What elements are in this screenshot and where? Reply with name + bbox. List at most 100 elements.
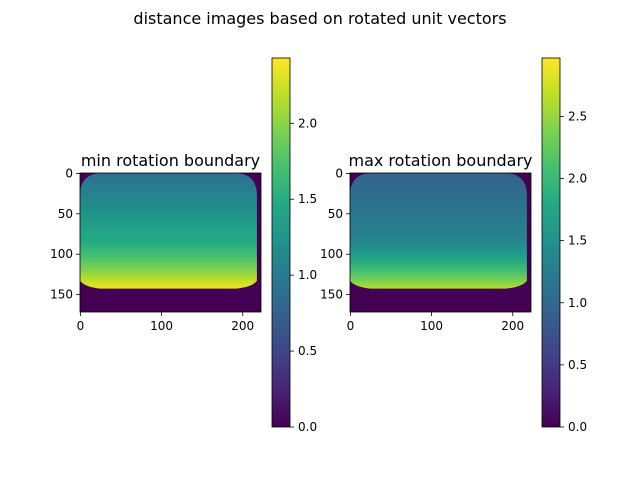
heatmap-row-0-31 (80, 247, 257, 251)
heatmap-row-1-8 (350, 192, 527, 196)
colorbar-0 (271, 57, 291, 428)
heatmap-row-0-21 (80, 223, 257, 227)
heatmap-row-1-38 (350, 264, 527, 268)
heatmap-row-1-42 (350, 274, 527, 278)
heatmap-row-1-34 (350, 254, 527, 258)
heatmap-row-1-32 (350, 250, 527, 254)
heatmap-row-0-39 (80, 266, 257, 270)
heatmap-row-0-8 (80, 192, 257, 196)
heatmap-row-0-30 (80, 245, 257, 249)
axes-frame-0 (79, 172, 262, 313)
colorbar-tick-label-0-0: 0.0 (298, 420, 317, 434)
panel-1: max rotation boundary 0 100 200 0 50 100 150 0.0… (320, 57, 587, 434)
heatmap-row-0-22 (80, 225, 257, 229)
heatmap-row-0-41 (80, 271, 257, 275)
heatmap-row-1-37 (350, 262, 527, 266)
colorbar-tick-label-0-1: 0.5 (298, 344, 317, 358)
colorbar-tick-label-1-1: 0.5 (568, 358, 587, 372)
heatmap-row-0-7 (80, 189, 257, 193)
heatmap-row-0-34 (80, 254, 257, 258)
heatmap-row-1-25 (350, 233, 527, 237)
heatmap-row-0-32 (80, 250, 257, 254)
heatmap-row-1-20 (350, 221, 527, 225)
heatmap-row-1-33 (350, 252, 527, 256)
panel-title-0: min rotation boundary (81, 151, 260, 170)
heatmap-row-1-17 (350, 213, 527, 217)
heatmap-row-1-26 (350, 235, 527, 239)
heatmap-row-1-2 (350, 177, 527, 181)
heatmap-row-0-9 (80, 194, 257, 198)
heatmap-row-0-33 (80, 252, 257, 256)
colorbar-tick-label-0-4: 2.0 (298, 116, 317, 130)
heatmap-row-1-36 (350, 259, 527, 263)
heatmap-row-1-7 (350, 189, 527, 193)
heatmap-row-1-27 (350, 238, 527, 242)
heatmap-row-1-47 (350, 286, 527, 289)
panels: min rotation boundary 0 100 200 0 50 100 150 0.0… (50, 57, 587, 434)
heatmap-row-1-11 (350, 199, 527, 203)
heatmap-row-1-3 (350, 180, 527, 184)
heatmap-image-0 (80, 173, 257, 289)
heatmap-row-1-4 (350, 182, 527, 186)
colorbar-tick-label-0-2: 1.0 (298, 268, 317, 282)
heatmap-row-0-12 (80, 201, 257, 205)
heatmap-row-0-40 (80, 269, 257, 273)
heatmap-row-0-24 (80, 230, 257, 234)
heatmap-row-1-13 (350, 204, 527, 208)
heatmap-row-0-36 (80, 259, 257, 263)
heatmap-row-0-43 (80, 276, 257, 280)
ytick-label-1-0: 0 (335, 166, 343, 180)
heatmap-row-1-39 (350, 266, 527, 270)
heatmap-row-0-6 (80, 187, 257, 191)
heatmap-row-1-41 (350, 271, 527, 275)
heatmap-row-0-27 (80, 238, 257, 242)
heatmap-row-1-24 (350, 230, 527, 234)
heatmap-row-1-15 (350, 209, 527, 213)
heatmap-row-0-44 (80, 278, 257, 282)
heatmap-row-0-18 (80, 216, 257, 220)
heatmap-row-0-25 (80, 233, 257, 237)
heatmap-row-1-19 (350, 218, 527, 222)
heatmap-row-0-42 (80, 274, 257, 278)
heatmap-row-0-20 (80, 221, 257, 225)
figure-suptitle: distance images based on rotated unit ve… (133, 9, 506, 28)
heatmap-row-1-21 (350, 223, 527, 227)
ytick-label-1-3: 150 (320, 288, 343, 302)
heatmap-row-0-29 (80, 242, 257, 246)
heatmap-row-1-31 (350, 247, 527, 251)
heatmap-image-1 (350, 173, 527, 289)
heatmap-row-1-45 (350, 281, 527, 285)
heatmap-row-1-40 (350, 269, 527, 273)
panel-0: min rotation boundary 0 100 200 0 50 100 150 0.0… (50, 57, 317, 434)
heatmap-row-0-35 (80, 257, 257, 261)
heatmap-row-0-10 (80, 197, 257, 201)
colorbar-1 (541, 57, 561, 428)
ytick-label-1-2: 100 (320, 247, 343, 261)
heatmap-row-1-30 (350, 245, 527, 249)
heatmap-row-0-47 (80, 286, 257, 289)
heatmap-row-0-38 (80, 264, 257, 268)
heatmap-row-1-0 (350, 173, 527, 177)
heatmap-row-1-1 (350, 175, 527, 179)
heatmap-row-1-23 (350, 228, 527, 232)
heatmap-row-0-19 (80, 218, 257, 222)
heatmap-row-1-35 (350, 257, 527, 261)
colorbar-tick-label-1-5: 2.5 (568, 109, 587, 123)
heatmap-row-0-11 (80, 199, 257, 203)
heatmap-row-0-4 (80, 182, 257, 186)
heatmap-row-1-12 (350, 201, 527, 205)
colorbar-tick-label-1-4: 2.0 (568, 172, 587, 186)
heatmap-row-0-2 (80, 177, 257, 181)
heatmap-row-1-22 (350, 225, 527, 229)
heatmap-row-0-0 (80, 173, 257, 177)
heatmap-row-1-9 (350, 194, 527, 198)
ytick-label-0-0: 0 (65, 166, 73, 180)
heatmap-row-0-23 (80, 228, 257, 232)
heatmap-row-0-45 (80, 281, 257, 285)
heatmap-row-1-14 (350, 206, 527, 210)
heatmap-row-0-5 (80, 185, 257, 189)
ytick-label-1-1: 50 (328, 207, 343, 221)
heatmap-row-1-18 (350, 216, 527, 220)
